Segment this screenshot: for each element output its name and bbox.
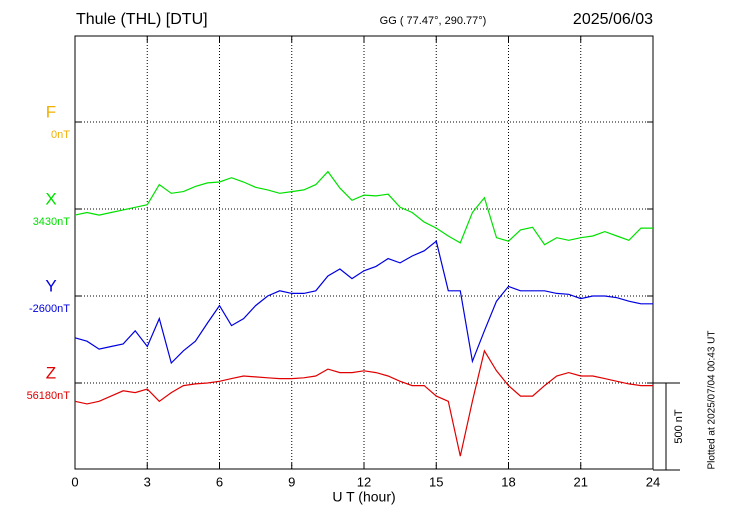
channel-baseline: 3430nT [33, 216, 71, 228]
chart-subtitle: GG ( 77.47°, 290.77°) [380, 15, 487, 27]
trace-line [74, 170, 653, 246]
channel-baseline: 0nT [51, 129, 70, 141]
x-axis-label: U T (hour) [332, 489, 395, 505]
x-tick-label: 21 [574, 474, 588, 489]
x-tick-label: 0 [71, 474, 78, 489]
x-tick-label: 12 [357, 474, 371, 489]
channel-name: Y [45, 276, 56, 295]
x-tick-label: 24 [646, 474, 660, 489]
channel-name: X [45, 189, 56, 208]
trace-line [74, 240, 653, 365]
channel-name: F [46, 102, 56, 121]
trace-line [74, 349, 653, 457]
x-tick-label: 6 [216, 474, 223, 489]
channel-baseline: -2600nT [29, 303, 70, 315]
channel-name: Z [46, 363, 56, 382]
channel-baseline: 56180nT [27, 390, 71, 402]
plot-note: Plotted at 2025/07/04 00:43 UT [707, 331, 718, 470]
chart-date: 2025/06/03 [573, 11, 653, 28]
scale-bar-label: 500 nT [673, 409, 685, 444]
x-tick-label: 9 [288, 474, 295, 489]
x-tick-label: 15 [429, 474, 443, 489]
x-tick-label: 3 [144, 474, 151, 489]
x-tick-label: 18 [501, 474, 515, 489]
chart-title: Thule (THL) [DTU] [76, 11, 208, 28]
